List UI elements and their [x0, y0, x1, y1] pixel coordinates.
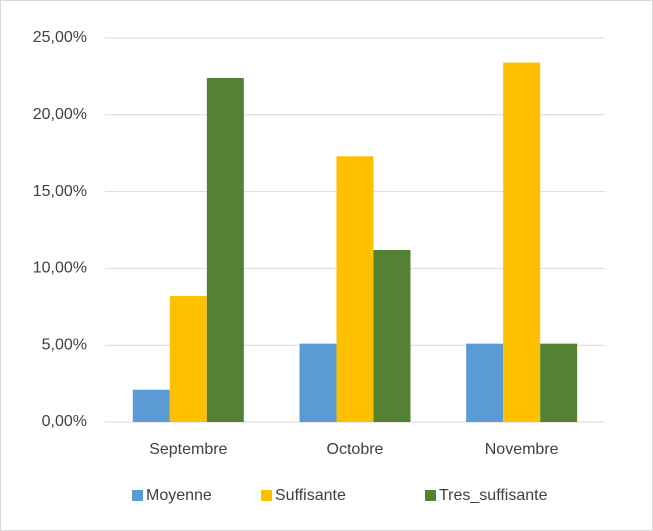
x-tick-label: Novembre: [485, 441, 559, 458]
legend-swatch: [425, 490, 436, 501]
y-tick-label: 10,00%: [33, 260, 87, 277]
y-tick-label: 20,00%: [33, 106, 87, 123]
legend-label: Moyenne: [146, 487, 212, 504]
bar: [336, 156, 374, 422]
legend-label: Suffisante: [275, 487, 346, 504]
x-tick-label: Octobre: [327, 441, 384, 458]
y-tick-label: 25,00%: [33, 29, 87, 46]
bar: [132, 389, 170, 422]
bar: [299, 343, 337, 422]
bar: [373, 249, 411, 422]
bar: [466, 343, 504, 422]
bar: [169, 296, 207, 422]
y-tick-label: 5,00%: [42, 336, 87, 353]
legend-swatch: [132, 490, 143, 501]
x-tick-label: Septembre: [149, 441, 227, 458]
legend-label: Tres_suffisante: [439, 487, 548, 504]
bar: [503, 62, 541, 423]
bar: [540, 343, 578, 422]
y-tick-label: 15,00%: [33, 183, 87, 200]
legend-swatch: [261, 490, 272, 501]
bar: [206, 77, 244, 422]
y-tick-label: 0,00%: [42, 413, 87, 430]
